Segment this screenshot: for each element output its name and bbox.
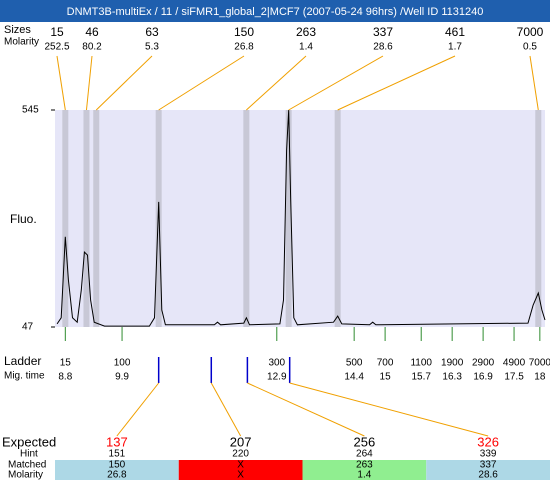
peak-band — [243, 110, 250, 327]
title-bar — [0, 0, 550, 22]
ladder-size: 300 — [268, 358, 285, 369]
matched-value: X — [237, 460, 244, 471]
match-cell — [426, 460, 550, 480]
match-cell — [302, 460, 427, 480]
peak-molarity: 80.2 — [82, 42, 102, 53]
peak-molarity: 1.7 — [448, 42, 462, 53]
y-tick-label: 47 — [22, 322, 34, 333]
hint-value: 151 — [109, 449, 126, 460]
molarity-value: X — [237, 470, 244, 480]
peak-molarity: 26.8 — [234, 42, 254, 53]
y-axis-label: Fluo. — [10, 212, 37, 226]
peak-connector — [529, 55, 539, 111]
peak-molarity: 5.3 — [145, 42, 159, 53]
hint-value: 339 — [480, 449, 497, 460]
mig-time-label: 18 — [534, 372, 546, 383]
chart-title: DNMT3B-multiEx / 11 / siFMR1_global_2|MC… — [67, 6, 484, 18]
peak-size: 150 — [234, 25, 254, 39]
peak-connector — [158, 55, 245, 111]
mig-time-label: 16.9 — [473, 372, 493, 383]
row-label: Molarity — [8, 470, 43, 480]
ladder-size: 2900 — [472, 358, 495, 369]
matched-value: 150 — [109, 460, 126, 471]
ladder-size: 1900 — [441, 358, 464, 369]
peak-molarity: 28.6 — [373, 42, 393, 53]
y-tick-label: 545 — [22, 105, 39, 116]
peak-molarity: 252.5 — [44, 42, 69, 53]
mig-time-label: 9.9 — [115, 372, 129, 383]
molarity-value: 26.8 — [107, 470, 127, 480]
peak-band — [62, 110, 69, 327]
peak-connector — [95, 55, 153, 111]
matched-value: 263 — [356, 460, 373, 471]
peak-band — [535, 110, 542, 327]
mig-time-label: 12.9 — [267, 372, 287, 383]
peak-molarity: 0.5 — [523, 42, 537, 53]
peak-connector — [288, 55, 384, 111]
ladder-size: 15 — [60, 358, 72, 369]
match-cell — [55, 460, 179, 480]
row-label: Hint — [20, 449, 38, 460]
ladder-size: 100 — [114, 358, 131, 369]
row-label: Molarity — [4, 37, 39, 48]
row-label: Expected — [2, 434, 56, 449]
ladder-size: 1100 — [410, 358, 432, 369]
peak-band — [285, 110, 292, 327]
peak-size: 7000 — [517, 25, 544, 39]
mig-time-label: 17.5 — [504, 372, 524, 383]
peak-size: 263 — [296, 25, 316, 39]
row-label: Mig. time — [4, 371, 45, 382]
row-label: Matched — [8, 460, 46, 471]
peak-band — [93, 110, 100, 327]
peak-band — [83, 110, 90, 327]
mig-time-label: 15 — [380, 372, 392, 383]
peak-molarity: 1.4 — [299, 42, 313, 53]
ladder-size: 500 — [346, 358, 363, 369]
match-cell — [178, 460, 303, 480]
mig-time-label: 15.7 — [411, 372, 431, 383]
mig-time-label: 16.3 — [442, 372, 462, 383]
hint-value: 264 — [356, 449, 373, 460]
expected-value: 207 — [230, 434, 252, 449]
ladder-size: 7000 — [529, 358, 550, 369]
row-label: Ladder — [4, 354, 41, 368]
expected-connector — [247, 382, 365, 437]
trace — [56, 109, 546, 327]
peak-connector — [246, 55, 307, 111]
peak-connector — [337, 55, 456, 111]
matched-value: 337 — [480, 460, 497, 471]
plot-area — [55, 110, 545, 327]
molarity-value: 28.6 — [478, 470, 498, 480]
peak-connector — [85, 55, 93, 111]
peak-size: 15 — [50, 25, 64, 39]
mig-time-label: 14.4 — [344, 372, 364, 383]
expected-value: 137 — [106, 434, 128, 449]
expected-connector — [289, 382, 489, 437]
mig-time-label: 8.8 — [58, 372, 72, 383]
peak-size: 63 — [145, 25, 159, 39]
peak-size: 46 — [85, 25, 99, 39]
hint-value: 220 — [232, 449, 249, 460]
expected-connector — [210, 382, 242, 437]
peak-band — [334, 110, 341, 327]
peak-size: 337 — [373, 25, 393, 39]
row-label: Sizes — [4, 24, 31, 36]
peak-size: 461 — [445, 25, 465, 39]
expected-connector — [116, 382, 160, 437]
peak-connector — [56, 55, 66, 111]
molarity-value: 1.4 — [357, 470, 371, 480]
peak-band — [155, 110, 162, 327]
ladder-size: 4900 — [503, 358, 526, 369]
expected-value: 326 — [477, 434, 499, 449]
ladder-size: 700 — [377, 358, 394, 369]
expected-value: 256 — [354, 434, 376, 449]
